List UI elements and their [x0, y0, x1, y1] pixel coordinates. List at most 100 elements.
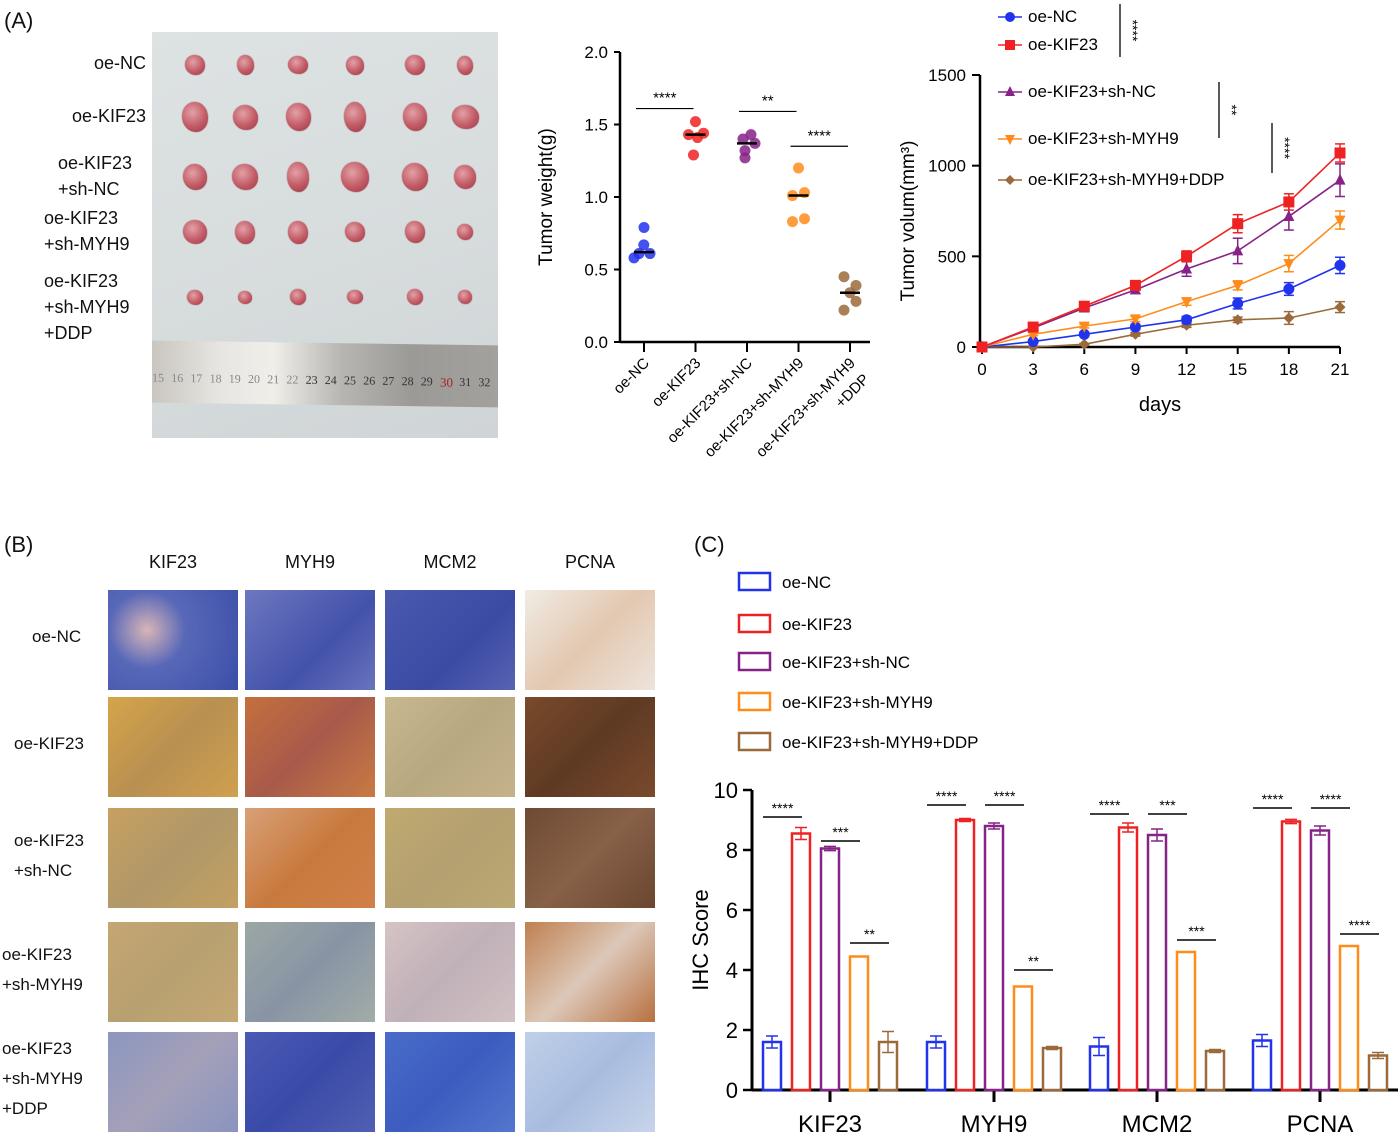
- y-tick-label: 2.0: [584, 43, 608, 62]
- weight-point: [745, 129, 757, 141]
- significance-label: ****: [1125, 20, 1141, 42]
- panel-a-label: (A): [4, 8, 34, 33]
- series-line: [981, 264, 1341, 348]
- weight-point: [688, 149, 699, 161]
- photo-row-label-line: oe-KIF23: [44, 208, 119, 228]
- y-tick-label: 1.5: [584, 116, 608, 135]
- photo-row-label: oe-KIF23: [0, 103, 146, 129]
- ihc-row-label: oe-NC: [32, 622, 81, 652]
- y-axis-label: IHC Score: [688, 889, 713, 990]
- weight-point: [628, 252, 640, 264]
- x-axis-label: days: [1139, 394, 1181, 416]
- bar: [848, 955, 870, 1092]
- ihc-row-label: oe-KIF23: [14, 729, 84, 759]
- x-tick-label: MCM2: [1122, 1111, 1193, 1138]
- bar: [1041, 1046, 1063, 1092]
- weight-point: [739, 152, 751, 164]
- weight-point: [850, 279, 862, 291]
- ihc-image-tile: [385, 808, 515, 908]
- ihc-image-tile: [108, 697, 238, 797]
- ihc-row-label: oe-KIF23 +sh-NC: [14, 826, 84, 886]
- significance-label: ****: [1277, 137, 1293, 159]
- ihc-row-label-line: +sh-MYH9: [2, 1069, 83, 1088]
- ihc-column-header: MYH9: [284, 552, 335, 572]
- series-line: [982, 306, 1341, 348]
- bar: [761, 1040, 783, 1092]
- tumor-specimen: [454, 165, 476, 189]
- tumor-specimen: [236, 55, 254, 75]
- bar: [1204, 1049, 1226, 1092]
- significance-label: ****: [1349, 917, 1371, 933]
- ihc-row-label-line: oe-KIF23: [2, 945, 72, 964]
- marker-diamond: [1078, 338, 1090, 350]
- ruler-number: 18: [209, 371, 222, 386]
- marker-triangle-down: [1334, 215, 1346, 227]
- ihc-row-label-line: oe-KIF23: [2, 1039, 72, 1058]
- bar: [1146, 833, 1168, 1092]
- significance-label: ****: [653, 90, 677, 107]
- ruler-number: 30: [440, 374, 453, 390]
- ruler-number: 20: [248, 371, 260, 387]
- ruler-number: 21: [267, 372, 280, 387]
- y-tick-label: 4: [726, 958, 738, 983]
- marker-square: [1334, 147, 1346, 159]
- legend-swatch: [737, 731, 772, 752]
- ruler-number: 19: [228, 371, 241, 386]
- bar: [1280, 820, 1302, 1092]
- y-tick-label: 0.5: [584, 261, 608, 280]
- y-tick-label: 10: [714, 778, 738, 803]
- legend-label: oe-KIF23+sh-NC: [1028, 82, 1156, 101]
- series-oe-kif23: [976, 143, 1346, 353]
- ihc-image-tile: [385, 697, 515, 797]
- ihc-row-label-line: +sh-NC: [14, 861, 73, 880]
- weight-point: [793, 162, 804, 174]
- photo-row-label-line: oe-KIF23: [58, 153, 133, 173]
- ihc-image-tile: [245, 808, 375, 908]
- legend-label: oe-KIF23+sh-MYH9+DDP: [1028, 170, 1225, 189]
- significance-label: ***: [1159, 797, 1176, 813]
- photo-row-label-line: oe-KIF23: [44, 271, 119, 291]
- significance-label: **: [762, 92, 774, 109]
- bar: [1367, 1054, 1389, 1092]
- photo-row-label-line: oe-KIF23: [71, 106, 146, 126]
- ihc-image-tile: [245, 1032, 375, 1132]
- ihc-image-tile: [385, 1032, 515, 1132]
- x-tick-label: 15: [1228, 360, 1247, 379]
- ihc-score-chart: oe-NC oe-KIF23 oe-KIF23+sh-NC oe-KIF23+sh-M…: [688, 571, 1398, 1138]
- y-axis-label: Tumor weight(g): [536, 128, 557, 266]
- weight-point: [698, 127, 709, 139]
- weight-point: [838, 304, 850, 316]
- tumor-specimen: [288, 220, 308, 244]
- significance-label: ****: [772, 800, 794, 816]
- bar: [954, 818, 976, 1092]
- series-oe-nc: [976, 256, 1346, 353]
- tumor-specimen: [287, 162, 309, 192]
- marker-circle: [1129, 321, 1141, 333]
- y-tick-label: 500: [938, 247, 966, 266]
- ihc-image-tile: [108, 808, 238, 908]
- y-tick-label: 1.0: [584, 188, 608, 207]
- weight-point: [644, 248, 656, 260]
- ihc-row-label: oe-KIF23 +sh-MYH9: [2, 940, 83, 1000]
- ruler-number: 24: [324, 372, 337, 388]
- photo-row-label: oe-NC: [0, 50, 146, 76]
- marker-square: [1181, 250, 1193, 262]
- marker-triangle-up: [1005, 86, 1015, 96]
- ihc-row-label-line: +DDP: [2, 1099, 48, 1118]
- legend-label: oe-KIF23+sh-NC: [782, 653, 910, 672]
- ihc-image-tile: [525, 922, 655, 1022]
- marker-square: [1078, 300, 1090, 312]
- marker-diamond: [1334, 301, 1346, 313]
- legend-label: oe-KIF23: [1028, 35, 1098, 54]
- tumor-specimen: [345, 222, 365, 242]
- ruler-number: 16: [171, 370, 184, 386]
- tumor-specimen: [405, 221, 425, 243]
- ihc-image-tile: [525, 697, 655, 797]
- tumor-specimen: [347, 290, 363, 304]
- ruler-number: 22: [286, 372, 299, 387]
- bar: [1117, 826, 1139, 1092]
- ihc-column-header: KIF23: [148, 552, 198, 572]
- marker-circle: [1027, 336, 1039, 348]
- marker-triangle-down: [1129, 314, 1141, 326]
- weight-point: [787, 216, 798, 228]
